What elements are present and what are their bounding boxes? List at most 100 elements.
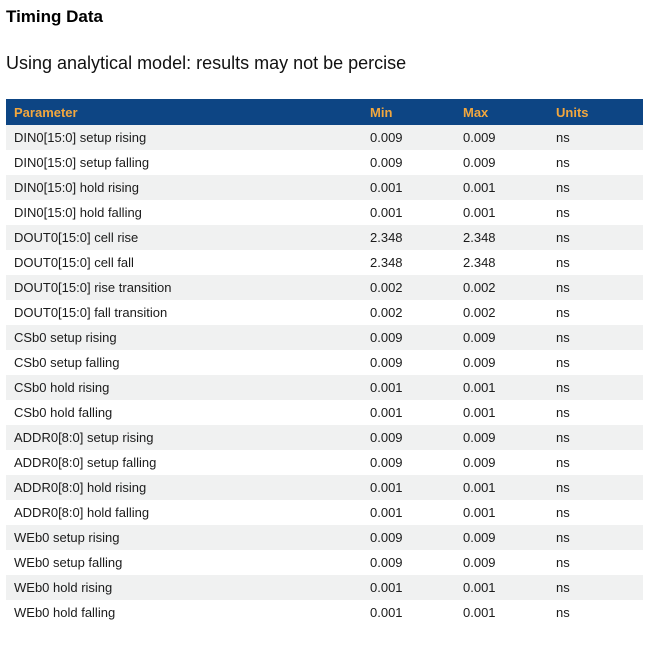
cell-min: 0.009 xyxy=(370,155,403,170)
cell-max: 0.002 xyxy=(463,280,496,295)
table-row: DOUT0[15:0] rise transition 0.002 0.002 … xyxy=(6,275,643,300)
cell-units: ns xyxy=(556,280,570,295)
cell-parameter: DOUT0[15:0] fall transition xyxy=(14,305,168,320)
cell-min: 0.009 xyxy=(370,355,403,370)
cell-max: 0.009 xyxy=(463,530,496,545)
cell-units: ns xyxy=(556,480,570,495)
cell-max: 0.002 xyxy=(463,305,496,320)
cell-units: ns xyxy=(556,555,570,570)
cell-parameter: ADDR0[8:0] hold falling xyxy=(14,505,150,520)
column-header-parameter: Parameter xyxy=(6,99,362,125)
cell-parameter: CSb0 hold falling xyxy=(14,405,113,420)
cell-max: 0.009 xyxy=(463,330,496,345)
cell-min: 0.009 xyxy=(370,330,403,345)
table-row: WEb0 hold rising 0.001 0.001 ns xyxy=(6,575,643,600)
cell-parameter: DIN0[15:0] hold rising xyxy=(14,180,140,195)
table-row: ADDR0[8:0] hold falling 0.001 0.001 ns xyxy=(6,500,643,525)
cell-parameter: WEb0 hold rising xyxy=(14,580,113,595)
table-header-row: Parameter Min Max Units xyxy=(6,99,643,125)
cell-parameter: DIN0[15:0] hold falling xyxy=(14,205,142,220)
cell-parameter: WEb0 setup rising xyxy=(14,530,120,545)
page-subtitle: Using analytical model: results may not … xyxy=(6,53,407,73)
cell-min: 0.001 xyxy=(370,605,403,620)
table-row: WEb0 hold falling 0.001 0.001 ns xyxy=(6,600,643,625)
cell-max: 2.348 xyxy=(463,255,496,270)
cell-parameter: DOUT0[15:0] rise transition xyxy=(14,280,172,295)
cell-units: ns xyxy=(556,330,570,345)
cell-min: 2.348 xyxy=(370,255,403,270)
table-row: DOUT0[15:0] cell rise 2.348 2.348 ns xyxy=(6,225,643,250)
column-header-units: Units xyxy=(548,99,643,125)
table-row: WEb0 setup rising 0.009 0.009 ns xyxy=(6,525,643,550)
table-row: DIN0[15:0] setup falling 0.009 0.009 ns xyxy=(6,150,643,175)
cell-min: 0.001 xyxy=(370,505,403,520)
cell-min: 0.002 xyxy=(370,280,403,295)
cell-min: 0.009 xyxy=(370,530,403,545)
cell-parameter: DIN0[15:0] setup rising xyxy=(14,130,147,145)
cell-parameter: DIN0[15:0] setup falling xyxy=(14,155,150,170)
cell-max: 0.009 xyxy=(463,555,496,570)
cell-min: 0.009 xyxy=(370,430,403,445)
cell-parameter: DOUT0[15:0] cell fall xyxy=(14,255,134,270)
table-row: DIN0[15:0] hold rising 0.001 0.001 ns xyxy=(6,175,643,200)
cell-min: 0.001 xyxy=(370,405,403,420)
cell-parameter: WEb0 hold falling xyxy=(14,605,116,620)
cell-min: 0.009 xyxy=(370,555,403,570)
cell-parameter: WEb0 setup falling xyxy=(14,555,123,570)
cell-min: 0.001 xyxy=(370,205,403,220)
table-row: CSb0 hold rising 0.001 0.001 ns xyxy=(6,375,643,400)
cell-parameter: ADDR0[8:0] setup rising xyxy=(14,430,154,445)
cell-units: ns xyxy=(556,305,570,320)
report-page: Timing Data Using analytical model: resu… xyxy=(6,7,643,625)
table-row: CSb0 setup rising 0.009 0.009 ns xyxy=(6,325,643,350)
table-row: DIN0[15:0] setup rising 0.009 0.009 ns xyxy=(6,125,643,150)
cell-min: 0.001 xyxy=(370,580,403,595)
cell-units: ns xyxy=(556,580,570,595)
cell-min: 0.009 xyxy=(370,130,403,145)
cell-min: 0.001 xyxy=(370,380,403,395)
table-body: DIN0[15:0] setup rising 0.009 0.009 ns D… xyxy=(6,125,643,625)
cell-units: ns xyxy=(556,530,570,545)
cell-parameter: CSb0 hold rising xyxy=(14,380,110,395)
table-row: DOUT0[15:0] cell fall 2.348 2.348 ns xyxy=(6,250,643,275)
cell-max: 0.001 xyxy=(463,605,496,620)
cell-min: 0.002 xyxy=(370,305,403,320)
table-row: CSb0 setup falling 0.009 0.009 ns xyxy=(6,350,643,375)
table-row: WEb0 setup falling 0.009 0.009 ns xyxy=(6,550,643,575)
cell-min: 0.001 xyxy=(370,480,403,495)
cell-units: ns xyxy=(556,255,570,270)
cell-max: 0.009 xyxy=(463,355,496,370)
table-row: ADDR0[8:0] setup rising 0.009 0.009 ns xyxy=(6,425,643,450)
cell-units: ns xyxy=(556,430,570,445)
cell-min: 0.001 xyxy=(370,180,403,195)
cell-units: ns xyxy=(556,355,570,370)
cell-units: ns xyxy=(556,405,570,420)
cell-parameter: CSb0 setup rising xyxy=(14,330,117,345)
page-title: Timing Data xyxy=(6,7,103,26)
table-row: ADDR0[8:0] setup falling 0.009 0.009 ns xyxy=(6,450,643,475)
cell-min: 2.348 xyxy=(370,230,403,245)
cell-max: 0.001 xyxy=(463,205,496,220)
cell-units: ns xyxy=(556,230,570,245)
table-row: DIN0[15:0] hold falling 0.001 0.001 ns xyxy=(6,200,643,225)
cell-max: 0.001 xyxy=(463,505,496,520)
cell-max: 2.348 xyxy=(463,230,496,245)
cell-units: ns xyxy=(556,130,570,145)
column-header-max: Max xyxy=(455,99,548,125)
cell-max: 0.009 xyxy=(463,155,496,170)
cell-parameter: ADDR0[8:0] hold rising xyxy=(14,480,147,495)
cell-units: ns xyxy=(556,505,570,520)
cell-units: ns xyxy=(556,605,570,620)
cell-min: 0.009 xyxy=(370,455,403,470)
cell-max: 0.001 xyxy=(463,480,496,495)
cell-units: ns xyxy=(556,455,570,470)
table-row: ADDR0[8:0] hold rising 0.001 0.001 ns xyxy=(6,475,643,500)
table-row: DOUT0[15:0] fall transition 0.002 0.002 … xyxy=(6,300,643,325)
cell-max: 0.009 xyxy=(463,130,496,145)
cell-max: 0.001 xyxy=(463,180,496,195)
cell-units: ns xyxy=(556,155,570,170)
cell-max: 0.009 xyxy=(463,430,496,445)
cell-parameter: CSb0 setup falling xyxy=(14,355,120,370)
cell-parameter: ADDR0[8:0] setup falling xyxy=(14,455,157,470)
cell-units: ns xyxy=(556,180,570,195)
